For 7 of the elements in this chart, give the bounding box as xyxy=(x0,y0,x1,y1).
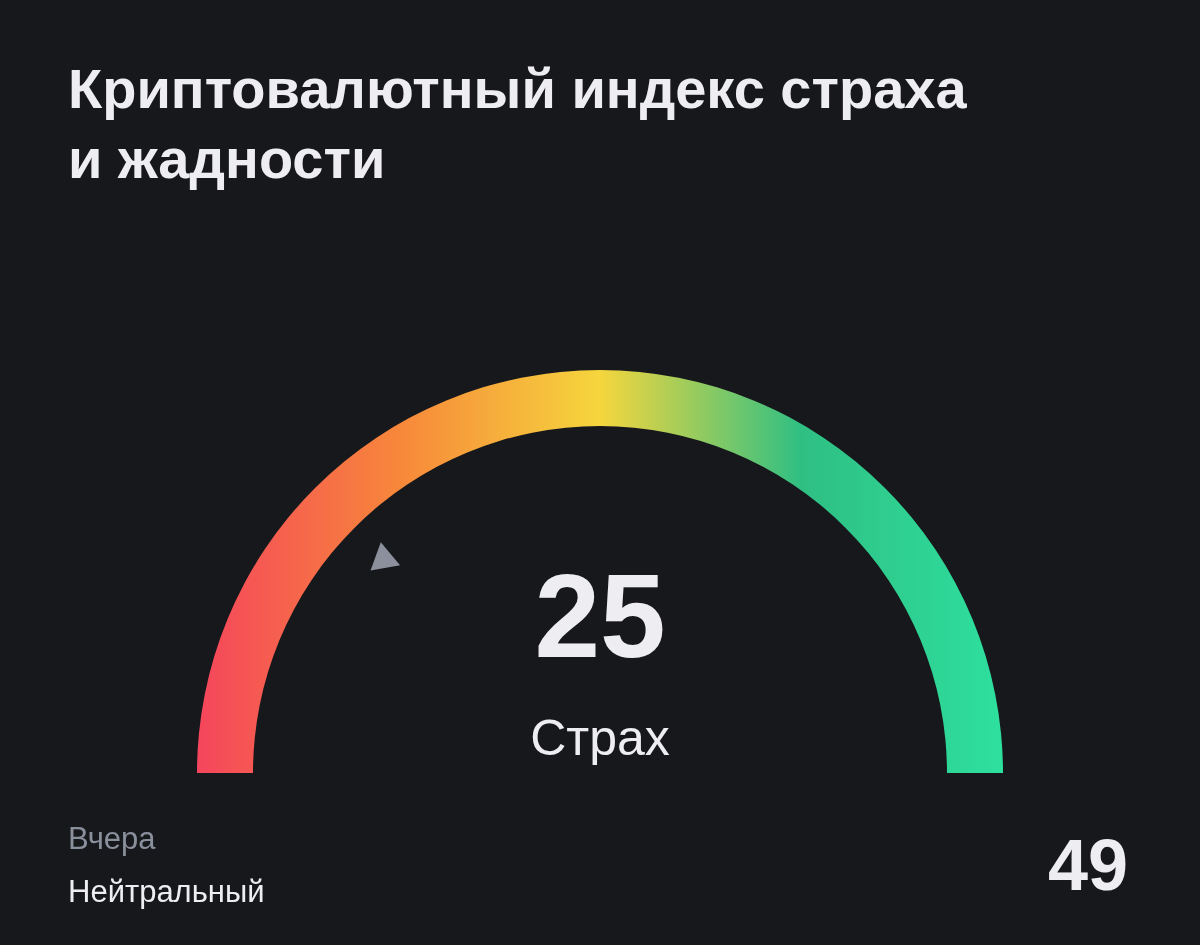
text: Вчера xyxy=(68,821,157,856)
data-label: 25 xyxy=(534,550,666,682)
text: Нейтральный xyxy=(68,874,265,909)
text: и жадности xyxy=(68,127,386,190)
text: Криптовалютный индекс страха xyxy=(68,57,967,120)
text: Страх xyxy=(530,710,670,766)
text: 49 xyxy=(1047,825,1128,905)
